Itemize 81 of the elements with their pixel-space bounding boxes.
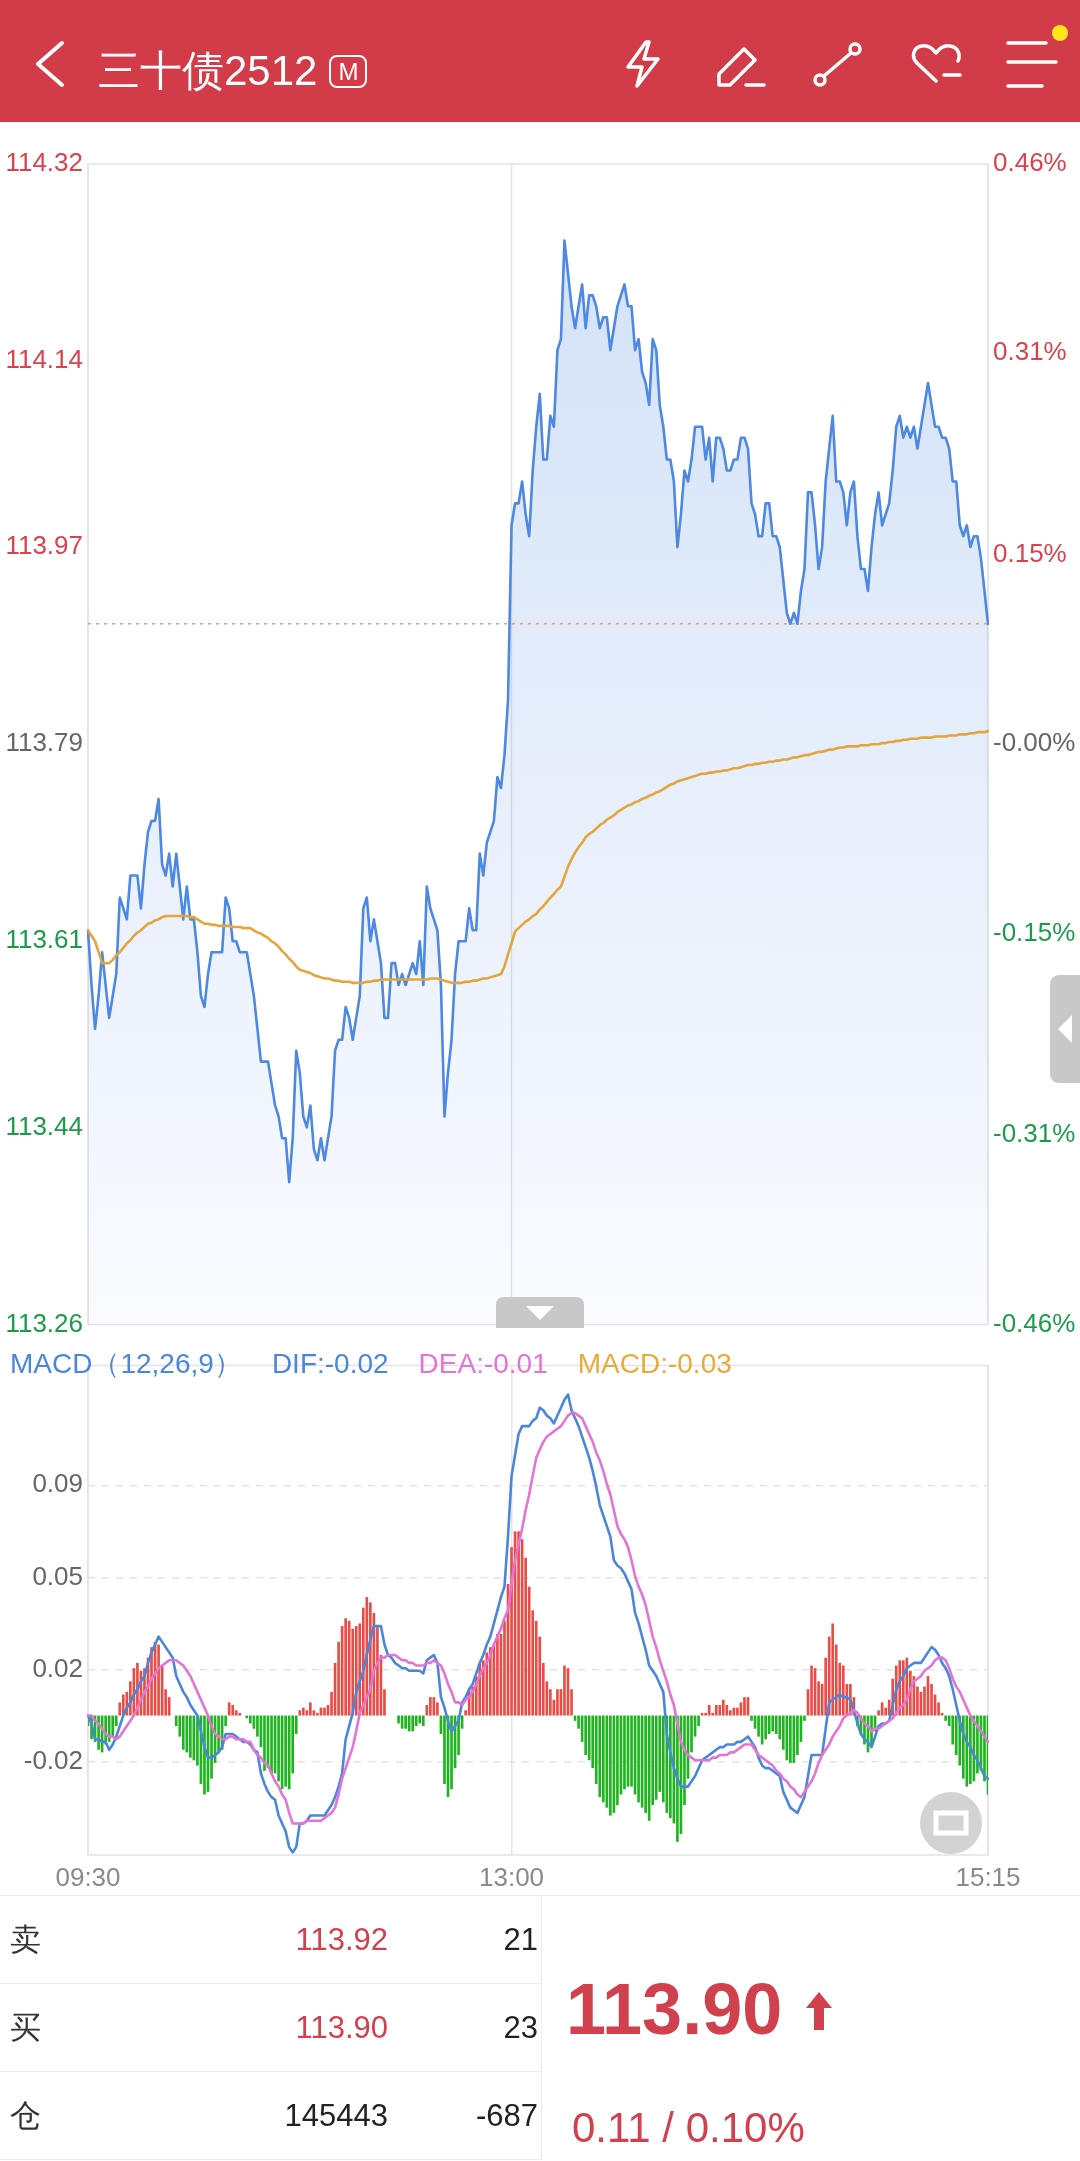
bar xyxy=(789,1715,792,1763)
bar xyxy=(284,1715,287,1787)
y2-tick-label: -0.46% xyxy=(993,1307,1076,1338)
x-tick-label: 09:30 xyxy=(55,1861,121,1892)
y-tick-label: 0.09 xyxy=(32,1468,83,1499)
bar xyxy=(316,1712,319,1716)
y2-tick-label: -0.31% xyxy=(993,1118,1076,1149)
text: 卖 xyxy=(10,1921,41,1959)
chart-title: 三十债2512 xyxy=(98,46,318,96)
y-tick-label: 113.61 xyxy=(5,924,83,955)
annotation: MACD:-0.03 xyxy=(577,1348,732,1379)
y-tick-label: 0.02 xyxy=(32,1652,83,1683)
bar xyxy=(404,1715,407,1729)
y2-tick-label: 0.31% xyxy=(993,336,1067,367)
bar xyxy=(231,1705,235,1716)
y-tick-label: 113.97 xyxy=(5,530,83,561)
bar xyxy=(301,1707,305,1716)
bar xyxy=(517,1531,520,1716)
text: 仓 xyxy=(10,2097,41,2135)
bar xyxy=(598,1715,602,1798)
bar xyxy=(831,1623,835,1716)
text: M xyxy=(329,54,368,88)
bar xyxy=(707,1705,711,1716)
bar xyxy=(623,1715,626,1790)
y-tick-label: 113.44 xyxy=(5,1110,83,1141)
text: 113.90 xyxy=(566,1968,783,2051)
bar xyxy=(810,1665,813,1716)
series-label: DEA:-0.01 xyxy=(418,1348,548,1379)
y-tick-label: 113.79 xyxy=(5,727,83,758)
y2-tick-label: 0.15% xyxy=(993,538,1067,569)
bar xyxy=(287,1715,291,1790)
bar xyxy=(743,1697,746,1716)
text: 145443 xyxy=(284,2097,388,2135)
text: 0.11 / 0.10% xyxy=(572,2104,805,2151)
x-tick-label: 15:15 xyxy=(955,1861,1021,1892)
bar xyxy=(429,1697,432,1716)
bar xyxy=(764,1715,767,1740)
bar xyxy=(411,1715,415,1732)
bar xyxy=(841,1665,845,1716)
bar xyxy=(227,1702,231,1716)
x-tick-label: 13:00 xyxy=(478,1861,545,1892)
bar xyxy=(181,1715,185,1750)
y2-tick-label: 0.46% xyxy=(993,147,1067,178)
y-tick-label: 114.14 xyxy=(5,344,83,375)
bar xyxy=(309,1702,312,1716)
text: 买 xyxy=(10,2009,41,2047)
y-tick-label: -0.02 xyxy=(23,1744,83,1775)
bar xyxy=(414,1715,418,1727)
bar xyxy=(647,1715,651,1821)
bar xyxy=(721,1699,725,1716)
bar xyxy=(421,1715,425,1727)
bar xyxy=(556,1689,559,1716)
text: 23 xyxy=(503,2009,538,2047)
bar xyxy=(347,1620,351,1716)
bar xyxy=(407,1715,411,1732)
bar xyxy=(189,1715,192,1758)
bar xyxy=(270,1715,273,1774)
bar xyxy=(298,1710,302,1716)
y-tick-label: 113.26 xyxy=(5,1307,83,1338)
text: -687 xyxy=(475,2097,538,2135)
bar xyxy=(344,1618,347,1716)
y2-tick-label: -0.00% xyxy=(993,727,1076,758)
bar xyxy=(418,1715,422,1724)
chart-title: MACD（12,26,9） xyxy=(10,1348,242,1379)
bar xyxy=(263,1715,266,1771)
bar xyxy=(323,1707,326,1716)
bar xyxy=(238,1712,242,1716)
bar xyxy=(496,1633,499,1716)
bar xyxy=(157,1644,160,1716)
text: 21 xyxy=(503,1921,538,1959)
bar xyxy=(563,1665,566,1716)
bar xyxy=(609,1715,612,1816)
bar xyxy=(771,1715,775,1732)
text: 113.92 xyxy=(295,1921,388,1959)
bar xyxy=(714,1705,718,1716)
y-tick-label: 0.05 xyxy=(32,1560,83,1591)
text: 113.90 xyxy=(295,2009,388,2047)
text: DIF:-0.02 xyxy=(271,1348,389,1379)
y-tick-label: 114.32 xyxy=(5,147,83,178)
bar xyxy=(584,1715,587,1756)
y2-tick-label: -0.15% xyxy=(993,916,1076,947)
